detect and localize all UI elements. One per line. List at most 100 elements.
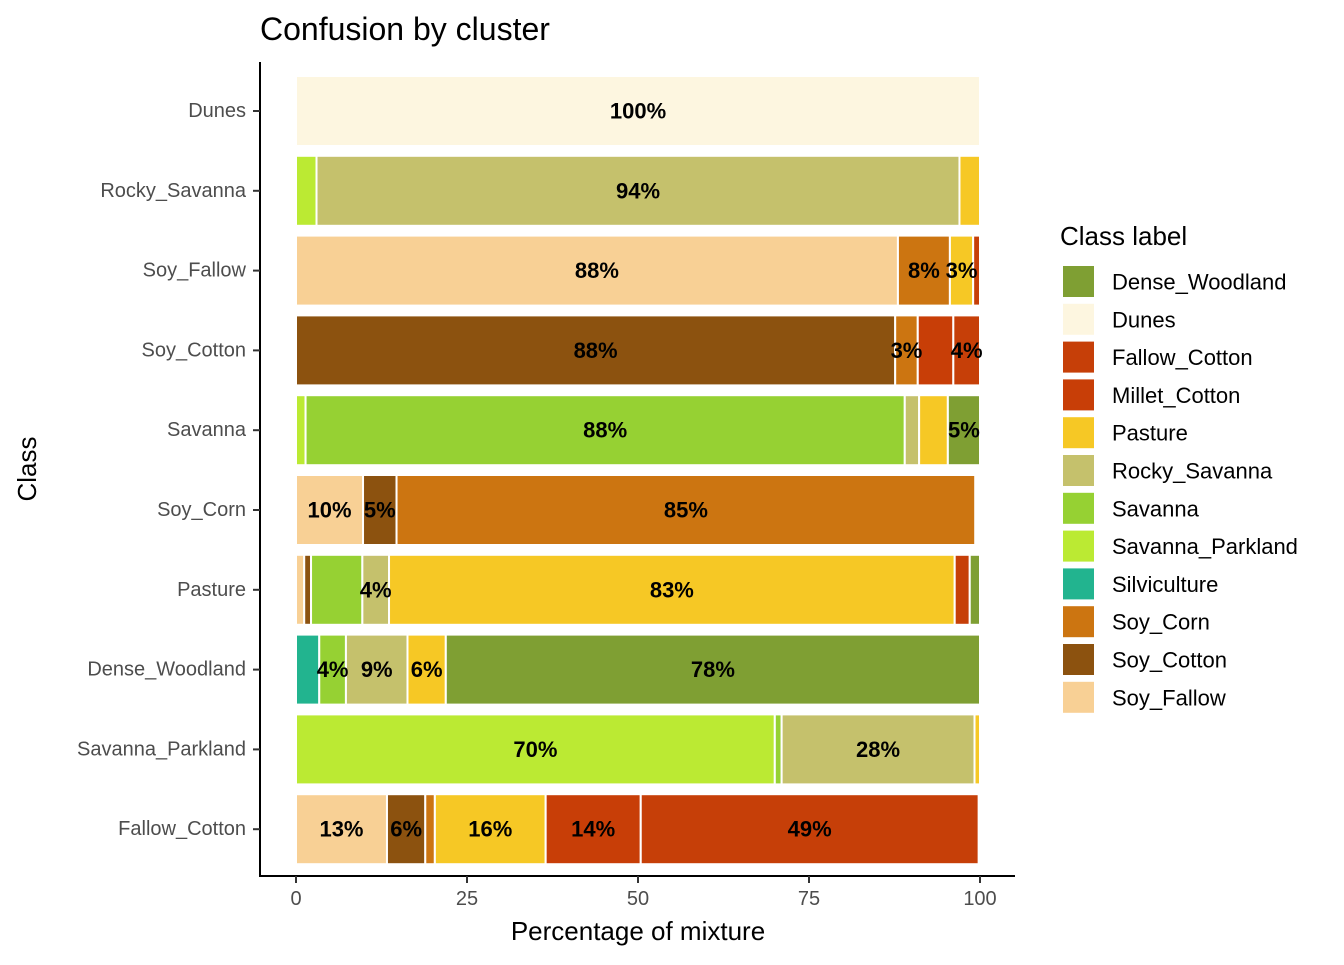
legend-label-soy-corn: Soy_Corn: [1112, 610, 1210, 635]
legend-label-millet-cotton: Millet_Cotton: [1112, 383, 1240, 408]
bar-segment-soy-cotton-fallow-cotton: [952, 314, 981, 387]
legend-swatch-soy-corn: [1063, 606, 1094, 638]
legend-title: Class label: [1060, 221, 1187, 251]
bar-segment-savanna-savanna: [304, 394, 906, 467]
legend-swatch-pasture: [1063, 417, 1094, 449]
bar-value-label: 14%: [571, 817, 615, 842]
bar-value-label: 88%: [583, 418, 627, 443]
x-axis-title: Percentage of mixture: [511, 916, 765, 946]
bar-segment-savanna-parkland-savanna: [773, 713, 783, 786]
bar-value-label: 4%: [317, 657, 349, 682]
bar-segment-fallow-cotton-pasture: [433, 793, 547, 866]
y-axis-title: Class: [12, 436, 42, 501]
x-tick-label: 50: [627, 888, 649, 910]
legend-swatch-rocky-savanna: [1063, 455, 1094, 486]
x-tick-label: 75: [798, 888, 820, 910]
legend: Class label Dense_Woodland Dunes Fallow_Co…: [1060, 221, 1298, 713]
x-tick-label: 25: [456, 888, 478, 910]
y-tick-label-savanna-parkland: Savanna_Parkland: [77, 738, 246, 760]
legend-swatch-millet-cotton: [1063, 379, 1094, 411]
bar-segment-pasture-soy-fallow: [295, 553, 306, 626]
legend-label-savanna-parkland: Savanna_Parkland: [1112, 534, 1298, 559]
legend-label-pasture: Pasture: [1112, 421, 1188, 446]
bar-segment-rocky-savanna-savanna-parkland: [295, 154, 318, 227]
bar-segment-savanna-rocky-savanna: [903, 394, 921, 467]
bar-value-label: 9%: [361, 657, 393, 682]
bar-segment-pasture-soy-cotton: [303, 553, 313, 626]
y-tick-label-fallow-cotton: Fallow_Cotton: [118, 818, 246, 840]
legend-label-fallow-cotton: Fallow_Cotton: [1112, 345, 1253, 370]
bar-value-label: 49%: [788, 817, 832, 842]
bar-value-label: 13%: [319, 817, 363, 842]
bar-segment-dense-woodland-rocky-savanna: [344, 633, 409, 706]
legend-label-dense-woodland: Dense_Woodland: [1112, 270, 1287, 295]
bar-value-label: 5%: [364, 498, 396, 523]
legend-label-dunes: Dunes: [1112, 307, 1176, 332]
bar-value-label: 88%: [575, 258, 619, 283]
bar-value-label: 88%: [574, 338, 618, 363]
y-tick-label-rocky-savanna: Rocky_Savanna: [100, 180, 247, 202]
y-tick-label-dunes: Dunes: [188, 100, 246, 122]
bar-segment-soy-fallow-soy-corn: [896, 234, 951, 307]
bar-value-label: 5%: [948, 418, 980, 443]
bar-value-label: 85%: [664, 498, 708, 523]
x-tick-label: 0: [290, 888, 301, 910]
bar-value-label: 16%: [468, 817, 512, 842]
legend-label-savanna: Savanna: [1112, 496, 1200, 521]
y-tick-label-soy-corn: Soy_Corn: [157, 499, 246, 521]
legend-swatch-soy-cotton: [1063, 644, 1094, 675]
bar-segment-soy-corn-soy-cotton: [362, 474, 398, 546]
bar-value-label: 8%: [908, 258, 940, 283]
y-tick-label-soy-cotton: Soy_Cotton: [141, 339, 246, 361]
bar-value-label: 83%: [650, 577, 694, 602]
bar-segment-fallow-cotton-fallow-cotton: [639, 793, 980, 866]
bar-value-label: 3%: [891, 338, 923, 363]
bar-segment-rocky-savanna-pasture: [958, 154, 981, 227]
chart-title: Confusion by cluster: [260, 11, 550, 47]
legend-swatch-fallow-cotton: [1063, 341, 1094, 373]
bar-value-label: 28%: [856, 737, 900, 762]
legend-swatch-dunes: [1063, 303, 1094, 335]
legend-swatch-silviculture: [1063, 568, 1094, 600]
y-tick-label-savanna: Savanna: [167, 419, 247, 441]
bar-value-label: 100%: [610, 99, 666, 124]
bar-value-label: 70%: [513, 737, 557, 762]
bar-value-label: 4%: [360, 577, 392, 602]
legend-label-rocky-savanna: Rocky_Savanna: [1112, 459, 1273, 484]
bar-segment-pasture-rocky-savanna: [361, 553, 391, 626]
bar-value-label: 10%: [307, 498, 351, 523]
bar-segment-rocky-savanna-rocky-savanna: [315, 154, 961, 227]
legend-label-soy-cotton: Soy_Cotton: [1112, 648, 1227, 673]
bars-layer: [295, 75, 982, 866]
bar-value-label: 78%: [691, 657, 735, 682]
bar-segment-dense-woodland-dense-woodland: [444, 633, 981, 706]
bar-segment-dunes-dunes: [295, 75, 981, 147]
bar-segment-savanna-parkland-rocky-savanna: [780, 713, 976, 786]
legend-label-silviculture: Silviculture: [1112, 572, 1218, 597]
bar-segment-soy-cotton-soy-cotton: [295, 314, 897, 387]
bar-segment-pasture-fallow-cotton: [953, 553, 971, 626]
bar-segment-soy-corn-soy-corn: [395, 474, 977, 546]
bar-segment-savanna-pasture: [918, 394, 949, 467]
legend-swatch-dense-woodland: [1063, 266, 1094, 297]
legend-label-soy-fallow: Soy_Fallow: [1112, 685, 1226, 710]
bar-segment-soy-fallow-fallow-cotton: [972, 234, 981, 307]
y-tick-label-pasture: Pasture: [177, 579, 246, 601]
legend-swatch-savanna: [1063, 492, 1094, 524]
x-tick-label: 100: [963, 888, 996, 910]
y-tick-label-dense-woodland: Dense_Woodland: [87, 659, 246, 681]
bar-value-label: 6%: [411, 657, 443, 682]
bar-segment-fallow-cotton-soy-cotton: [385, 793, 427, 866]
x-axis-ticks: 0 25 50 75 100: [290, 876, 997, 910]
bar-value-label: 4%: [951, 338, 983, 363]
bar-segment-pasture-dense-woodland: [968, 553, 981, 626]
bar-value-label: 6%: [390, 817, 422, 842]
bar-value-label: 94%: [616, 178, 660, 203]
y-tick-label-soy-fallow: Soy_Fallow: [143, 260, 247, 282]
bar-segment-soy-corn-soy-fallow: [295, 474, 365, 546]
bar-segment-fallow-cotton-soy-corn: [424, 793, 436, 866]
y-axis-ticks: Dunes Rocky_Savanna Soy_Fallow Soy_Cotton Sa…: [77, 100, 260, 840]
bar-segment-savanna-dense-woodland: [946, 394, 981, 467]
